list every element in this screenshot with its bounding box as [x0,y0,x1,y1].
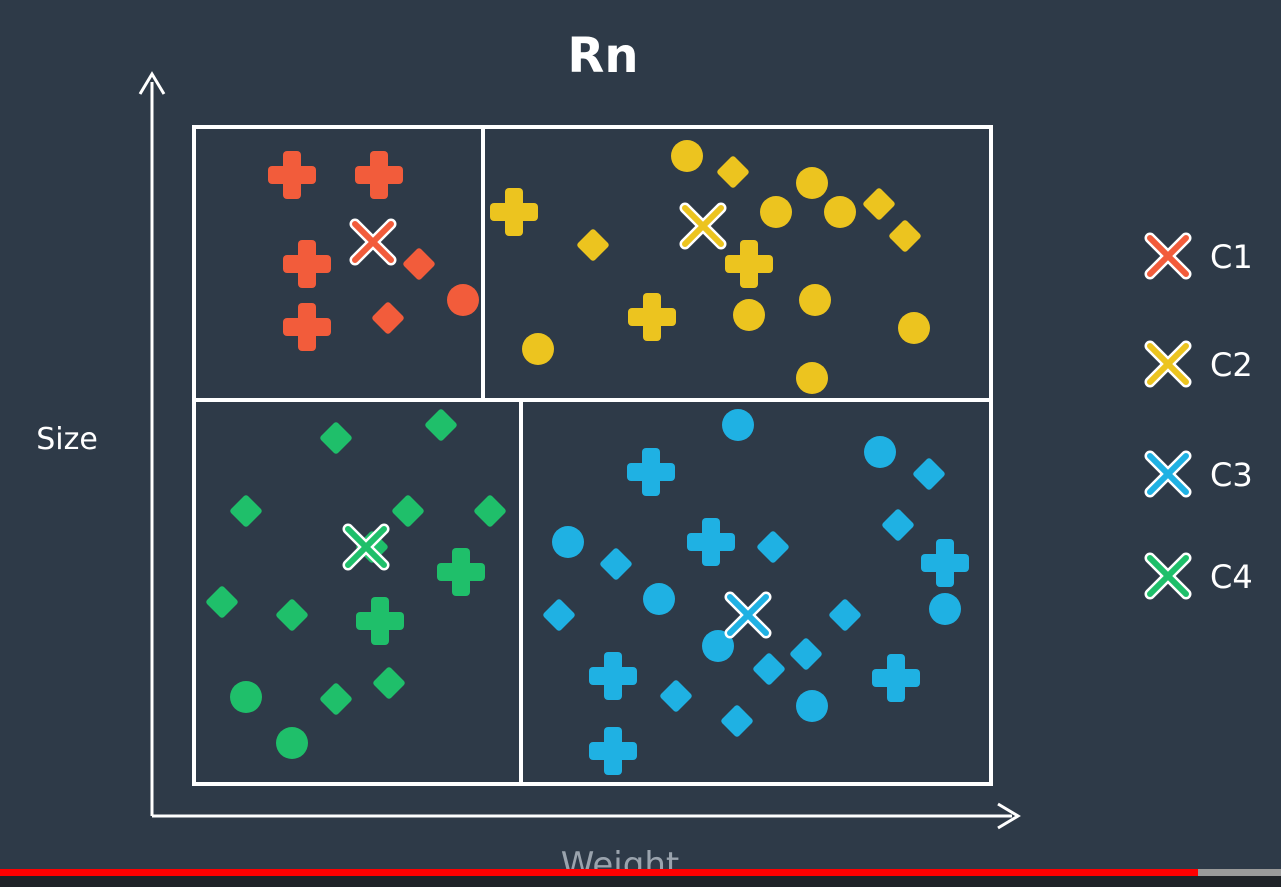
diamond-point [753,653,785,685]
plus-point [268,151,316,199]
diamond-point [717,156,749,188]
centroids [342,202,772,639]
diamond-point [373,667,405,699]
diamond-point [403,248,435,280]
diamond-point [600,548,632,580]
diamond-point [392,495,424,527]
diamond-point [320,683,352,715]
circle-point [722,409,754,441]
centroid-c4-icon [342,523,390,571]
axes [138,71,1021,830]
video-progress-bar[interactable] [0,869,1281,876]
circle-point [929,593,961,625]
plus-point [921,539,969,587]
data-points [206,140,969,775]
x-axis-arrow-icon [997,802,1021,830]
circle-point [796,690,828,722]
diamond-point [757,531,789,563]
diamond-point [230,495,262,527]
circle-point [799,284,831,316]
centroid-c2-icon [679,202,727,250]
legend-x-icon [1144,450,1192,498]
diagram-title: Rn [567,28,638,84]
plus-point [437,548,485,596]
legend-label: C3 [1210,456,1253,494]
legend-label: C1 [1210,238,1253,276]
circle-point [643,583,675,615]
plus-point [355,151,403,199]
legend-x-icon [1144,552,1192,600]
legend: C1 C2 C3 C4 [1144,232,1253,600]
diamond-point [790,638,822,670]
plus-point [283,303,331,351]
player-bottom-bar [0,876,1281,887]
diamond-point [425,409,457,441]
circle-point [864,436,896,468]
circle-point [552,526,584,558]
circle-point [230,681,262,713]
centroid-c1-icon [349,218,397,266]
legend-item-c1: C1 [1144,232,1253,280]
plus-point [627,448,675,496]
cluster-regions [192,125,993,786]
plus-point [283,240,331,288]
circle-point [824,196,856,228]
diamond-point [577,229,609,261]
circle-point [702,630,734,662]
diamond-point [721,705,753,737]
legend-item-c2: C2 [1144,340,1253,388]
circle-point [760,196,792,228]
circle-point [447,284,479,316]
y-axis-label: Size [36,422,98,457]
diamond-point [543,599,575,631]
circle-point [671,140,703,172]
circle-point [522,333,554,365]
plus-point [687,518,735,566]
circle-point [733,299,765,331]
centroid-c3-icon [724,591,772,639]
diamond-point [889,220,921,252]
cluster-boundary-outer [192,125,993,786]
y-axis-arrow-icon [138,71,166,95]
diamond-point [863,188,895,220]
legend-item-c3: C3 [1144,450,1253,498]
legend-x-icon [1144,340,1192,388]
legend-label: C4 [1210,558,1253,596]
diamond-point [372,302,404,334]
diamond-point [882,509,914,541]
plus-point [872,654,920,702]
plus-point [490,188,538,236]
plus-point [589,652,637,700]
diamond-point [660,680,692,712]
diamond-point [320,422,352,454]
plus-point [356,597,404,645]
diamond-point [474,495,506,527]
plus-point [628,293,676,341]
circle-point [796,167,828,199]
diamond-point [913,458,945,490]
diamond-point [276,599,308,631]
legend-label: C2 [1210,346,1253,384]
circle-point [276,727,308,759]
video-progress-fill [0,869,1198,876]
legend-x-icon [1144,232,1192,280]
diamond-point [829,599,861,631]
plus-point [725,240,773,288]
legend-item-c4: C4 [1144,552,1253,600]
diamond-point [206,586,238,618]
plus-point [589,727,637,775]
circle-point [898,312,930,344]
circle-point [796,362,828,394]
